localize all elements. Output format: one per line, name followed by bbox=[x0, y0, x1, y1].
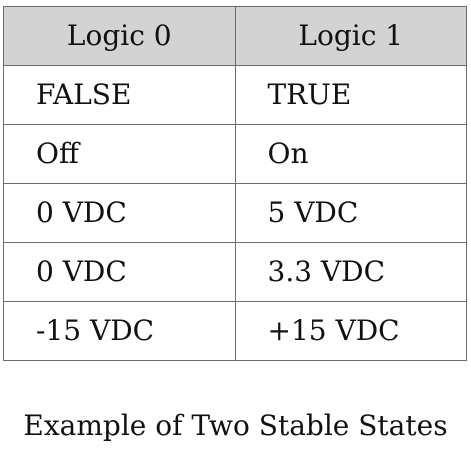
cell-logic-1: 5 VDC bbox=[234, 183, 467, 243]
logic-states-table-wrapper: Logic 0 Logic 1 FALSE TRUE Off On 0 VDC … bbox=[3, 6, 467, 361]
header-logic-1: Logic 1 bbox=[234, 6, 467, 66]
cell-logic-0: 0 VDC bbox=[3, 183, 236, 243]
cell-logic-1: 3.3 VDC bbox=[234, 242, 467, 302]
table-header: Logic 0 Logic 1 bbox=[3, 6, 467, 66]
cell-logic-0: -15 VDC bbox=[3, 301, 236, 361]
header-row: Logic 0 Logic 1 bbox=[3, 6, 467, 66]
cell-logic-1: TRUE bbox=[234, 65, 467, 125]
table-caption: Example of Two Stable States bbox=[23, 409, 448, 442]
table-row: FALSE TRUE bbox=[3, 65, 467, 125]
logic-states-table: Logic 0 Logic 1 FALSE TRUE Off On 0 VDC … bbox=[3, 6, 467, 361]
table-row: 0 VDC 3.3 VDC bbox=[3, 242, 467, 302]
cell-logic-0: FALSE bbox=[3, 65, 236, 125]
table-body: FALSE TRUE Off On 0 VDC 5 VDC 0 VDC 3.3 … bbox=[3, 65, 467, 361]
cell-logic-0: 0 VDC bbox=[3, 242, 236, 302]
table-row: 0 VDC 5 VDC bbox=[3, 183, 467, 243]
table-row: -15 VDC +15 VDC bbox=[3, 301, 467, 361]
cell-logic-1: On bbox=[234, 124, 467, 184]
header-logic-0: Logic 0 bbox=[3, 6, 236, 66]
table-row: Off On bbox=[3, 124, 467, 184]
cell-logic-0: Off bbox=[3, 124, 236, 184]
cell-logic-1: +15 VDC bbox=[234, 301, 467, 361]
